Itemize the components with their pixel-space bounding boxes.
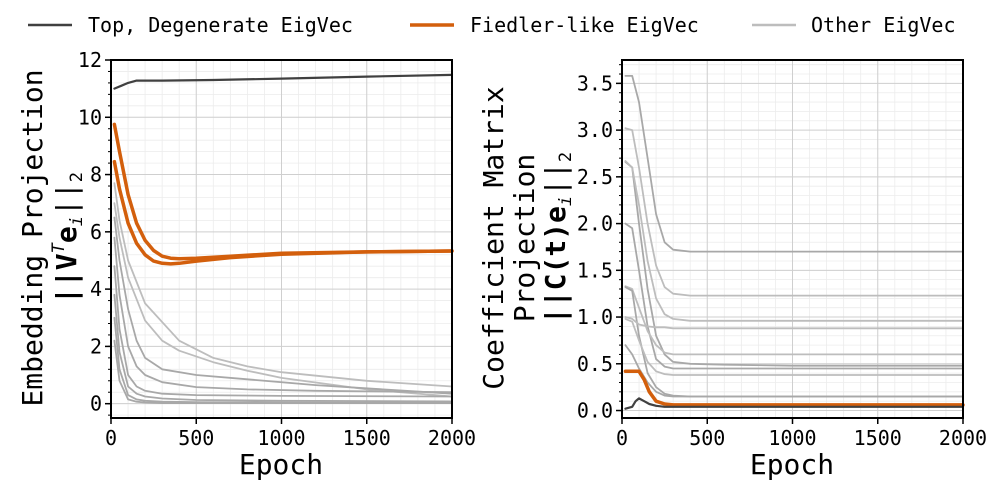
right-y-label-line2: Projection <box>508 154 541 323</box>
series-line-other-2 <box>624 160 964 367</box>
y-tick-label: 0 <box>90 392 102 416</box>
right-y-label-sub: i <box>556 196 576 206</box>
left-y-label-line1: Embedding Projection <box>16 69 49 406</box>
series-line-fiedler-1 <box>112 122 454 261</box>
legend-label-top: Top, Degenerate EigVec <box>88 13 353 37</box>
series-line-other-4 <box>113 202 453 398</box>
series-line-other-5 <box>113 216 453 395</box>
right-y-label-line3: ||C(t)ei||2 <box>539 152 576 324</box>
left-y-label-line2: ||VTei||2 <box>49 172 87 304</box>
left-grid <box>110 59 453 418</box>
left-x-axis-label: Epoch <box>239 448 323 481</box>
left-y-label-norm: ||V <box>50 253 83 304</box>
left-ticks: 0 500 1000 1500 2000 0 2 4 6 8 10 12 <box>78 48 476 450</box>
x-tick-label: 1500 <box>854 426 902 450</box>
series-line-other-6 <box>113 236 453 394</box>
legend-label-other: Other EigVec <box>811 13 956 37</box>
series-line-other-9 <box>624 344 964 398</box>
series-line-other-0 <box>624 75 964 253</box>
right-y-label-end-sub: 2 <box>556 152 576 162</box>
series-line-fiedler-10 <box>623 369 965 407</box>
right-x-axis-label: Epoch <box>750 448 834 481</box>
x-tick-label: 2000 <box>939 426 987 450</box>
series-line-other-6 <box>624 286 964 398</box>
series-line-top-11 <box>624 397 965 410</box>
x-tick-label: 1500 <box>343 426 391 450</box>
series-line-other-3 <box>113 182 453 388</box>
legend: Top, Degenerate EigVec Fiedler-like EigV… <box>28 13 956 37</box>
series-line-top-0 <box>113 73 454 90</box>
y-tick-label: 6 <box>90 220 102 244</box>
series-line-other-7 <box>113 265 453 398</box>
y-tick-label: 0.0 <box>577 399 613 423</box>
x-tick-label: 1000 <box>257 426 305 450</box>
right-y-axis-label: Coefficient Matrix Projection ||C(t)ei||… <box>477 86 576 389</box>
x-tick-label: 2000 <box>428 426 476 450</box>
left-y-label-end-sub: 2 <box>67 172 87 182</box>
right-ticks: 0 500 1000 1500 2000 0.0 0.5 1.0 1.5 2.0 2.5 3.0 3.5 <box>577 64 987 450</box>
y-tick-label: 1.0 <box>577 305 613 329</box>
series-line-other-7 <box>624 316 964 330</box>
x-tick-label: 0 <box>616 426 628 450</box>
left-y-label-sub: i <box>67 216 87 226</box>
y-tick-label: 2 <box>90 334 102 358</box>
y-tick-label: 2.0 <box>577 212 613 236</box>
y-tick-label: 1.5 <box>577 258 613 282</box>
series-line-other-1 <box>624 127 964 297</box>
left-series-group <box>112 73 454 405</box>
legend-label-fiedler: Fiedler-like EigVec <box>470 13 699 37</box>
series-line-other-5 <box>624 285 964 356</box>
left-panel: 0 500 1000 1500 2000 0 2 4 6 8 10 12 Epoch Embeddin… <box>16 48 476 481</box>
y-tick-label: 4 <box>90 277 102 301</box>
right-y-label-end: || <box>539 162 572 196</box>
right-grid <box>621 60 964 418</box>
x-tick-label: 500 <box>178 426 214 450</box>
y-tick-label: 3.0 <box>577 118 613 142</box>
series-line-other-4 <box>624 222 964 370</box>
y-tick-label: 8 <box>90 163 102 187</box>
left-y-label-vec: e <box>50 226 83 243</box>
right-series-group <box>623 75 965 410</box>
x-tick-label: 0 <box>105 426 117 450</box>
series-line-other-3 <box>624 160 964 322</box>
y-tick-label: 3.5 <box>577 71 613 95</box>
left-y-label-end: || <box>50 182 83 216</box>
right-y-label-norm: ||C(t)e <box>539 206 572 324</box>
series-line-other-8 <box>113 293 453 403</box>
left-y-axis-label: Embedding Projection ||VTei||2 <box>16 69 87 406</box>
left-y-label-sup: T <box>49 241 69 253</box>
right-panel: 0 500 1000 1500 2000 0.0 0.5 1.0 1.5 2.0 2.5 3.0 3.5… <box>477 59 987 481</box>
series-line-fiedler-2 <box>112 159 454 266</box>
series-line-other-10 <box>113 339 453 405</box>
right-y-label-line1: Coefficient Matrix <box>477 86 510 389</box>
x-tick-label: 1000 <box>768 426 816 450</box>
x-tick-label: 500 <box>689 426 725 450</box>
y-tick-label: 0.5 <box>577 352 613 376</box>
y-tick-label: 12 <box>78 48 102 72</box>
y-tick-label: 2.5 <box>577 165 613 189</box>
series-line-other-8 <box>624 317 964 376</box>
y-tick-label: 10 <box>78 105 102 129</box>
